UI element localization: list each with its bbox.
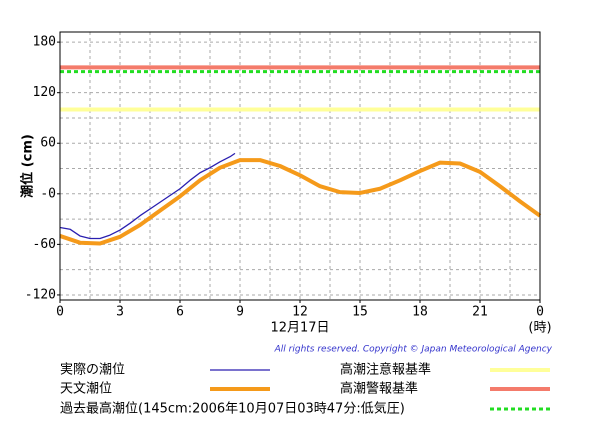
y-tick-label: -0 [40,186,56,201]
x-tick-label: 0 [536,305,544,320]
x-tick-label: 3 [116,305,124,320]
y-tick-label: 120 [33,85,56,100]
x-tick-label: 0 [56,305,64,320]
y-tick-label: -120 [25,287,56,302]
x-axis-unit: (時) [528,321,551,336]
legend-label: 高潮警報基準 [340,381,418,397]
x-tick-label: 9 [236,305,244,320]
legend-label: 天文潮位 [60,382,112,397]
legend-label: 高潮注意報基準 [340,362,431,378]
y-axis-label: 潮位 (cm) [20,134,36,198]
copyright: All rights reserved. Copyright © Japan M… [274,345,553,355]
y-tick-label: 60 [40,136,56,151]
x-tick-label: 12 [292,305,308,320]
legend-label: 実際の潮位 [60,362,125,378]
x-tick-label: 18 [412,305,428,320]
plot-frame [59,31,541,301]
series-line [59,152,236,240]
x-tick-label: 6 [176,305,184,320]
y-tick-label: -60 [33,237,56,252]
y-tick-label: 180 [33,35,56,50]
legend-label: 過去最高潮位(145cm:2006年10月07日03時47分:低気圧) [60,401,405,417]
series-line [59,158,542,246]
x-axis-label: 12月17日 [270,321,329,336]
x-tick-label: 21 [472,305,488,320]
x-tick-label: 15 [352,305,368,320]
